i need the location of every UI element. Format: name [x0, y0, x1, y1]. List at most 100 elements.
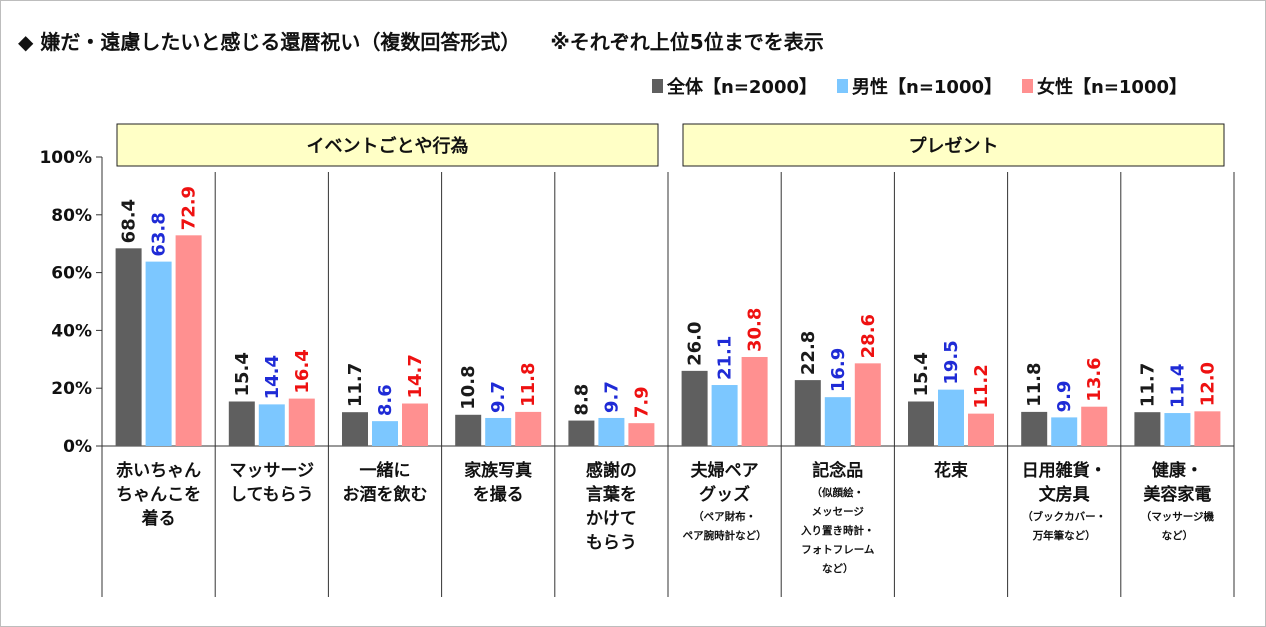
category-sublabel: 入り置き時計・	[801, 524, 875, 537]
data-label-male: 9.7	[601, 381, 622, 413]
bar-female	[741, 356, 768, 446]
category-sublabel: （似顔絵・	[812, 486, 865, 499]
category-label: を撮る	[473, 484, 524, 505]
bar-female	[968, 413, 994, 446]
data-label-female: 72.9	[179, 186, 200, 230]
category-sublabel: など）	[822, 562, 854, 575]
category-label: かけて	[586, 509, 637, 529]
bar-female	[515, 411, 542, 446]
category-label: 日用雑貨・	[1022, 460, 1107, 481]
data-label-all: 15.4	[232, 352, 253, 396]
legend-swatch-all	[652, 79, 663, 93]
bar-male	[258, 404, 285, 446]
group-header-box	[116, 123, 659, 167]
data-label-all: 26.0	[685, 321, 706, 365]
data-label-female: 13.6	[1084, 357, 1105, 401]
data-label-male: 16.9	[828, 348, 849, 392]
legend-swatch-male	[837, 79, 848, 93]
bar-all	[794, 380, 821, 446]
bar-male	[598, 417, 625, 446]
bar-female	[175, 235, 202, 446]
bar-female	[1081, 406, 1108, 446]
data-label-female: 16.4	[292, 349, 313, 393]
data-label-male: 21.1	[715, 336, 736, 380]
bar-male	[824, 397, 851, 446]
bar-all	[568, 420, 595, 446]
data-label-all: 10.8	[458, 365, 479, 409]
y-tick-label: 0%	[63, 437, 92, 457]
category-label: 記念品	[812, 460, 863, 481]
category-sublabel: ペア腕時計など）	[683, 529, 767, 542]
data-label-all: 11.7	[345, 363, 366, 407]
bar-female	[402, 403, 428, 446]
y-tick-label: 100%	[39, 148, 92, 168]
bar-male	[1164, 413, 1191, 446]
y-tick-label: 40%	[51, 321, 92, 341]
category-label: 赤いちゃん	[116, 460, 201, 481]
bar-female	[288, 398, 315, 446]
group-header-label: イベントごとや行為	[307, 135, 469, 157]
y-tick-label: 20%	[51, 379, 92, 399]
category-label: もらう	[586, 533, 637, 553]
bar-all	[681, 370, 708, 446]
data-label-all: 15.4	[911, 352, 932, 396]
legend-label-female: 女性【n=1000】	[1037, 77, 1187, 98]
data-label-all: 68.4	[119, 199, 140, 243]
category-label: 花束	[934, 460, 968, 481]
data-label-all: 8.8	[571, 384, 592, 416]
data-label-all: 11.7	[1137, 363, 1158, 407]
data-label-all: 11.8	[1024, 362, 1045, 406]
bar-all	[455, 414, 482, 446]
category-label: ちゃんこを	[116, 485, 201, 505]
data-label-female: 30.8	[745, 308, 766, 352]
bar-all	[115, 248, 142, 446]
category-label: 家族写真	[464, 460, 532, 481]
bar-female	[854, 363, 881, 446]
chart-title-text: ◆ 嫌だ・遠慮したいと感じる還暦祝い（複数回答形式）	[18, 30, 521, 54]
bar-female	[628, 423, 655, 446]
data-label-male: 8.6	[375, 384, 396, 416]
legend-item-male: 男性【n=1000】	[837, 73, 1002, 99]
legend-item-all: 全体【n=2000】	[652, 73, 817, 99]
category-sublabel: フォトフレーム	[801, 544, 875, 556]
category-sublabel: （ブックカバー・	[1022, 510, 1106, 523]
bar-all	[1134, 412, 1161, 446]
category-sublabel: （ペア財布・	[693, 510, 756, 523]
category-label: してもらう	[230, 485, 314, 505]
bar-male	[372, 421, 398, 446]
category-sublabel: メッセージ	[812, 506, 865, 518]
data-label-male: 14.4	[262, 355, 283, 399]
category-label: 夫婦ペア	[691, 460, 759, 481]
y-tick-label: 80%	[51, 206, 92, 226]
category-label: 文房具	[1039, 484, 1090, 505]
bar-all	[342, 412, 368, 446]
group-header-label: プレゼント	[909, 135, 999, 157]
data-label-female: 12.0	[1197, 362, 1218, 406]
chart-title: ◆ 嫌だ・遠慮したいと感じる還暦祝い（複数回答形式） ※それぞれ上位5位までを表示	[18, 26, 824, 55]
category-label: 感謝の	[586, 460, 637, 481]
legend-label-male: 男性【n=1000】	[852, 77, 1002, 98]
data-label-male: 63.8	[149, 212, 170, 256]
bar-all	[908, 401, 934, 446]
category-label: グッズ	[699, 484, 750, 505]
data-label-female: 14.7	[405, 354, 426, 398]
legend-item-female: 女性【n=1000】	[1022, 73, 1187, 99]
bar-male	[1051, 417, 1078, 446]
category-label: 一緒に	[360, 460, 411, 481]
bar-female	[1194, 411, 1221, 446]
bar-male	[938, 389, 964, 446]
bar-male	[711, 385, 738, 446]
bar-all	[228, 401, 255, 446]
data-label-female: 7.9	[631, 386, 652, 418]
category-label: 着る	[141, 508, 176, 529]
data-label-male: 11.4	[1167, 364, 1188, 408]
bar-male	[145, 261, 172, 446]
category-label: 美容家電	[1143, 484, 1211, 505]
data-label-female: 28.6	[858, 314, 879, 358]
legend: 全体【n=2000】 男性【n=1000】 女性【n=1000】	[652, 72, 1207, 100]
data-label-female: 11.2	[971, 364, 992, 408]
category-sublabel: など）	[1162, 529, 1194, 542]
category-label: 健康・	[1152, 460, 1203, 481]
legend-swatch-female	[1022, 79, 1033, 93]
